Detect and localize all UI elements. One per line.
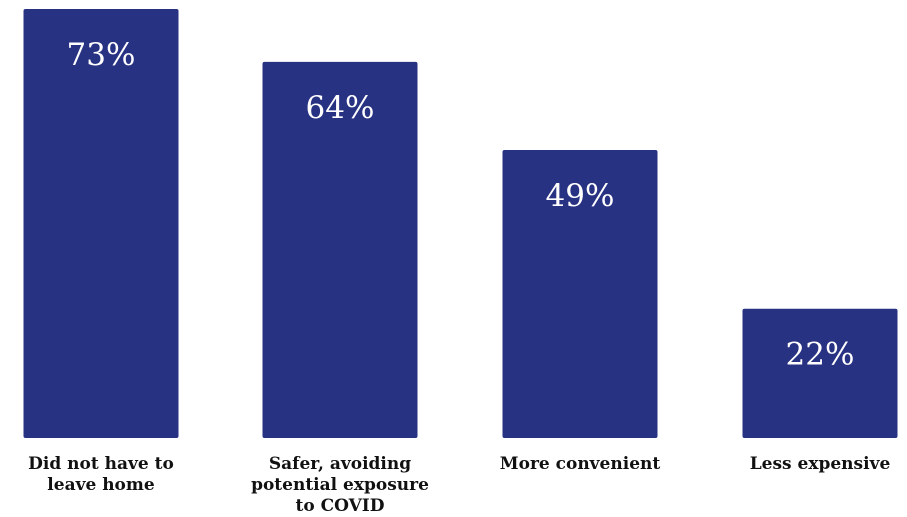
bar-0 [23, 9, 179, 438]
category-label-line: leave home [47, 475, 155, 495]
value-labels-group: 73% 64% 49% 22% [67, 37, 855, 373]
category-label-line: Less expensive [750, 454, 891, 474]
bars-group [23, 9, 898, 439]
category-label-line: Did not have to [28, 454, 174, 474]
value-label-0: 73% [67, 37, 136, 73]
category-label-3: Less expensive [750, 454, 891, 474]
category-label-2: More convenient [500, 454, 661, 474]
category-label-1: Safer, avoiding potential exposure to COVI… [251, 454, 429, 516]
category-labels-group: Did not have to leave home Safer, avoiding… [28, 454, 890, 516]
category-label-line: More convenient [500, 454, 661, 474]
bar-1 [262, 61, 418, 438]
category-label-line: potential exposure [251, 475, 429, 495]
category-label-line: Safer, avoiding [269, 454, 411, 474]
value-label-3: 22% [786, 337, 855, 373]
value-label-1: 64% [306, 90, 375, 126]
category-label-0: Did not have to leave home [28, 454, 174, 495]
category-label-line: to COVID [295, 496, 384, 516]
value-label-2: 49% [546, 178, 615, 214]
bar-3 [742, 308, 898, 438]
bar-2 [502, 150, 658, 439]
